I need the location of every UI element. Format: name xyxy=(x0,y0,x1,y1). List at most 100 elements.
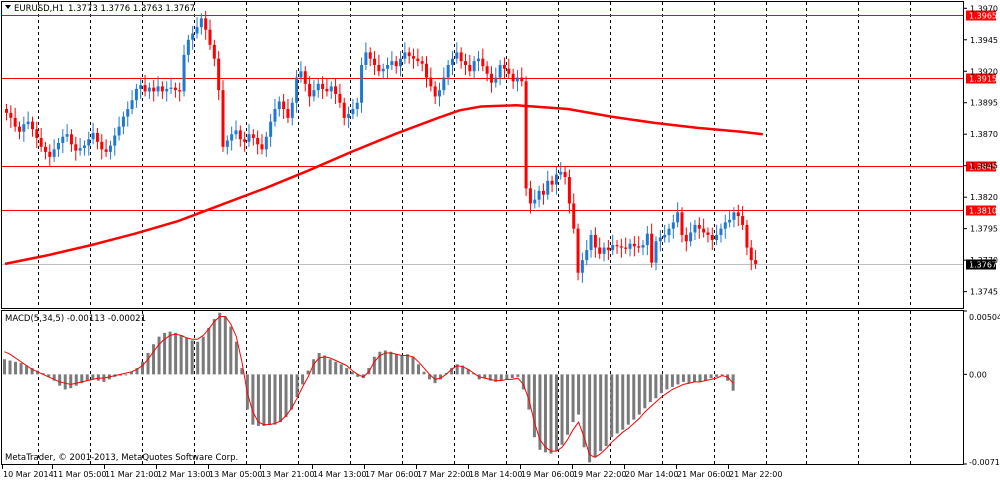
macd-bar xyxy=(52,374,56,381)
candle-body xyxy=(217,58,221,91)
candle-body xyxy=(511,73,515,82)
candle-body xyxy=(390,61,394,65)
candle-body xyxy=(282,101,286,110)
candle-body xyxy=(260,144,264,150)
candle-body xyxy=(169,87,173,89)
candle-body xyxy=(485,66,489,74)
macd-bar xyxy=(604,374,608,447)
candle-body xyxy=(468,64,472,72)
candle-body xyxy=(30,121,34,130)
candle-body xyxy=(572,203,576,229)
macd-bar xyxy=(439,374,443,380)
macd-bar xyxy=(212,319,216,375)
macd-bar xyxy=(599,374,603,452)
macd-bar xyxy=(290,374,294,410)
candle-body xyxy=(680,212,684,235)
candle-body xyxy=(178,90,182,92)
level-price-tag xyxy=(966,73,996,84)
macd-bar xyxy=(328,359,332,375)
macd-histogram xyxy=(3,312,735,463)
candle-body xyxy=(463,61,467,65)
macd-bar xyxy=(41,373,45,375)
candle-body xyxy=(139,85,143,89)
candle-body xyxy=(247,134,251,142)
macd-bar xyxy=(676,374,680,385)
candle-body xyxy=(134,88,138,101)
macd-bar xyxy=(389,351,393,375)
ohlc-values: 1.3773 1.3776 1.3763 1.3767 xyxy=(68,4,195,14)
macd-bar xyxy=(356,374,360,377)
candle-body xyxy=(108,145,112,152)
macd-bar xyxy=(80,374,84,384)
macd-bar xyxy=(118,374,122,376)
candle-body xyxy=(9,112,13,118)
macd-bar xyxy=(279,374,282,423)
candle-body xyxy=(476,58,480,62)
time-tick-label: 11 Mar 05:00 xyxy=(53,470,106,479)
dropdown-arrow-icon[interactable] xyxy=(5,5,11,9)
macd-bar xyxy=(499,374,503,381)
macd-bar xyxy=(190,340,194,375)
macd-bar xyxy=(58,374,62,386)
candle-body xyxy=(619,246,623,248)
candle-body xyxy=(186,39,190,55)
candle-body xyxy=(606,247,610,251)
macd-bar xyxy=(411,356,415,375)
candle-body xyxy=(91,132,95,140)
candle-body xyxy=(5,109,8,113)
candle-body xyxy=(269,121,273,137)
price-tick-label: 1.3770 xyxy=(970,256,998,265)
candle-body xyxy=(52,149,56,157)
candle-body xyxy=(438,90,441,97)
candle-body xyxy=(546,180,550,195)
candle-body xyxy=(502,64,506,69)
macd-bar xyxy=(124,374,128,376)
macd-bar xyxy=(560,374,564,445)
macd-bar xyxy=(687,374,691,384)
candle-body xyxy=(598,247,602,254)
candle-body xyxy=(550,180,554,185)
macd-bar xyxy=(532,374,536,438)
candle-body xyxy=(13,117,17,127)
macd-tick-label: 0.00504 xyxy=(969,313,1000,322)
candle-body xyxy=(295,77,299,103)
candle-body xyxy=(611,245,615,251)
macd-bar xyxy=(588,374,592,463)
macd-bar xyxy=(681,374,685,382)
candle-body xyxy=(87,139,91,146)
macd-bar xyxy=(400,355,404,375)
macd-bar xyxy=(405,354,409,375)
macd-panel-frame xyxy=(1,310,964,465)
candle-body xyxy=(373,58,377,65)
candle-body xyxy=(593,234,597,248)
candle-body xyxy=(113,135,117,146)
candle-body xyxy=(507,68,511,74)
candle-body xyxy=(736,212,740,217)
candle-body xyxy=(351,109,355,115)
candle-body xyxy=(425,63,429,78)
macd-bar xyxy=(295,374,299,397)
macd-bar xyxy=(615,374,619,434)
horizontal-levels: 1.3965 1.3915 1.3845 1.3810 1.3767 xyxy=(2,10,997,270)
candle-body xyxy=(749,247,753,261)
candle-body xyxy=(719,228,723,235)
macd-bar xyxy=(256,374,260,426)
candle-body xyxy=(533,199,537,204)
macd-bar xyxy=(129,371,133,375)
candle-body xyxy=(433,86,437,97)
macd-bar xyxy=(96,374,100,381)
level-price-tag xyxy=(966,205,996,216)
time-tick-label: 21 Mar 22:00 xyxy=(729,470,782,479)
macd-bar xyxy=(36,370,40,375)
macd-bar xyxy=(654,374,658,399)
candle-body xyxy=(498,64,502,78)
candle-body xyxy=(541,190,545,195)
candle-body xyxy=(100,141,104,150)
candle-body xyxy=(165,88,169,92)
macd-bar xyxy=(372,356,376,375)
candle-body xyxy=(225,140,229,147)
macd-bar xyxy=(549,374,553,454)
candle-body xyxy=(160,86,164,92)
candle-body xyxy=(381,68,385,72)
